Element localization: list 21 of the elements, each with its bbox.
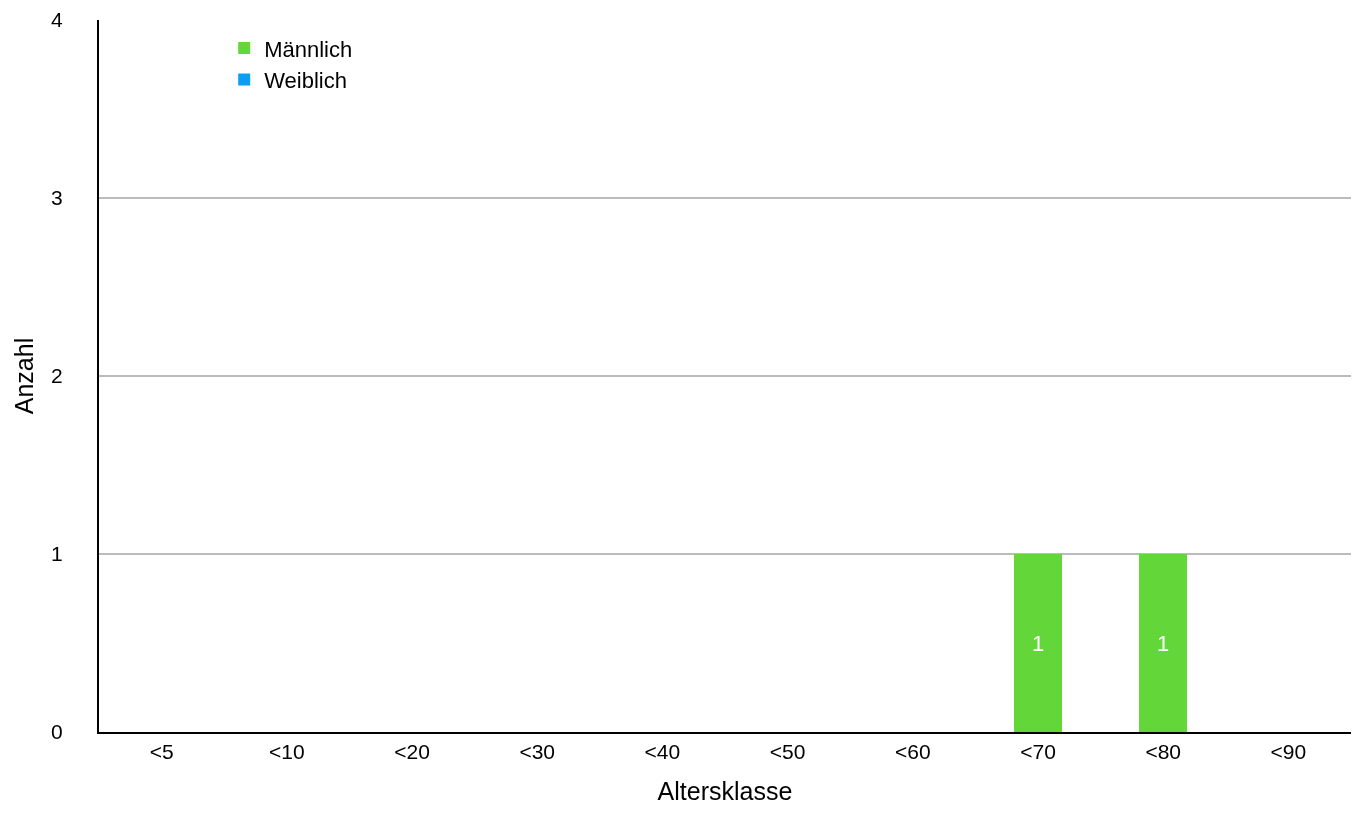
x-tick-label: <5 [149, 740, 174, 764]
y-tick-label: 1 [51, 542, 63, 566]
x-tick-label: <40 [644, 740, 681, 764]
x-tick-label: <60 [894, 740, 931, 764]
legend-label: Weiblich [264, 68, 347, 94]
y-tick-label: 4 [51, 8, 64, 32]
y-axis-title: Anzahl [10, 337, 39, 415]
x-tick-label: <70 [1020, 740, 1056, 764]
x-axis-title: Altersklasse [657, 776, 793, 805]
x-tick-label: <80 [1145, 740, 1182, 764]
x-tick-label: <90 [1270, 740, 1307, 764]
x-tick-label: <10 [268, 740, 305, 764]
y-tick-label: 3 [51, 186, 63, 210]
y-tick-label: 2 [51, 364, 63, 388]
data-label: 1 [1157, 630, 1170, 656]
legend-label: Männlich [264, 36, 353, 62]
x-tick-label: <20 [394, 740, 430, 764]
data-label: 1 [1031, 630, 1045, 656]
y-tick-label: 0 [51, 720, 63, 744]
x-tick-label: <50 [769, 740, 806, 764]
x-tick-label: <30 [519, 740, 556, 764]
